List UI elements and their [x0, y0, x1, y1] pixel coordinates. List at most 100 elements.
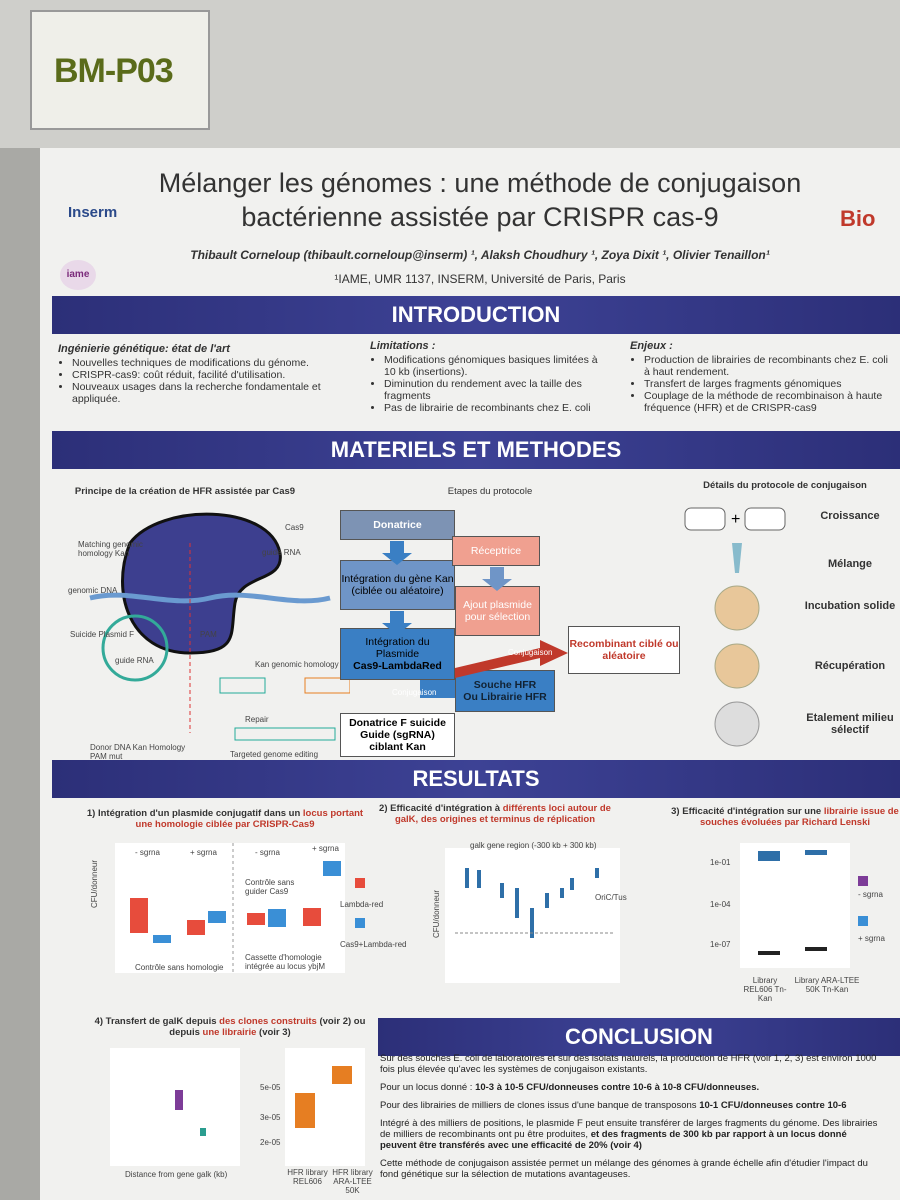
title-part: (voir 3): [256, 1027, 291, 1038]
diagram-label: Targeted genome editing: [230, 750, 319, 759]
result-title: 4) Transfert de galK depuis des clones c…: [85, 1016, 375, 1038]
conjugation-step: Etalement milieu sélectif: [806, 712, 894, 736]
flow-box: Ajout plasmide pour sélection: [455, 586, 540, 636]
flow-box: Donatrice: [340, 510, 455, 540]
flow-box: Intégration du gène Kan (ciblée ou aléat…: [340, 560, 455, 610]
x-tick-label: Library ARA-LTEE 50K Tn-Kan: [794, 976, 860, 994]
conclusion-segment: Cette méthode de conjugaison assistée pe…: [380, 1158, 868, 1180]
flow-text: Souche HFR: [473, 679, 537, 691]
section-banner: CONCLUSION: [378, 1018, 900, 1056]
title-part: librairie issue: [823, 806, 886, 817]
legend-label: - sgrna: [858, 890, 883, 899]
diagram-label: Cas9: [285, 523, 304, 532]
flow-box: Souche HFR Ou Librairie HFR: [455, 670, 555, 712]
intro-column: Limitations : Modifications génomiques ba…: [370, 340, 610, 414]
column-title: Enjeux :: [630, 340, 673, 352]
column-item: Transfert de larges fragments génomiques: [644, 378, 895, 390]
homology: [304, 677, 350, 694]
tube: [744, 507, 786, 531]
plot-bg: [740, 843, 850, 968]
plot-label: CFU/donneur: [90, 859, 99, 908]
logo-inserm: Inserm: [68, 204, 118, 221]
y-tick-label: 5e-05: [260, 1083, 281, 1092]
conjugation-step: Récupération: [814, 660, 886, 672]
plot-4: [110, 1048, 365, 1166]
diagram-label: genomic DNA: [68, 586, 118, 595]
petri-dishes: +: [684, 507, 786, 747]
conjugation-step: Mélange: [827, 558, 872, 570]
title-part: une librairie: [202, 1027, 257, 1038]
column-item: CRISPR-cas9: coût réduit, facilité d'uti…: [72, 369, 348, 381]
conclusion-segment: 10-1 CFU/donneuses contre 10-6: [699, 1100, 847, 1111]
pipette: [732, 543, 742, 573]
x-tick-label: Library REL606 Tn-Kan: [743, 976, 787, 1003]
title-part: 3) Efficacité d'intégration sur une: [671, 806, 824, 817]
section-banner: INTRODUCTION: [52, 296, 900, 334]
conclusion-paragraph: Pour des librairies de milliers de clone…: [380, 1100, 885, 1111]
conclusion-paragraph: Intégré à des milliers de positions, le …: [380, 1118, 885, 1151]
plot-label: galk gene region (-300 kb + 300 kb): [470, 841, 597, 850]
flow-box: Recombinant ciblé ou aléatoire: [568, 626, 680, 674]
title-line: bactérienne assistée par CRISPR cas-9: [241, 202, 719, 232]
title-part: locus portant: [302, 808, 364, 819]
cas9-shape: [121, 512, 282, 655]
diagram-label: Donor DNA Kan Homology PAM mut: [90, 743, 186, 761]
title-part: de souches évoluées par Richard Lenski: [699, 806, 899, 828]
arrow: [382, 611, 412, 635]
conclusion-segment: 10-3 à 10-5 CFU/donneuses contre 10-6 à …: [475, 1082, 760, 1093]
plot-2: [445, 848, 620, 983]
flow-box: Donatrice F suicide Guide (sgRNA) ciblan…: [340, 713, 455, 757]
intro-column: Enjeux : Production de librairies de reco…: [630, 340, 895, 414]
dish: [714, 643, 760, 689]
conclusion-paragraph: Cette méthode de conjugaison assistée pe…: [380, 1158, 885, 1180]
conclusion-text: Sur des souches E. coli de laboratoires …: [380, 1053, 885, 1187]
plot-label: Contrôle sans guider Cas9: [245, 878, 295, 896]
logo-iame: iame: [60, 260, 96, 290]
arrow: [455, 640, 568, 678]
homology: [219, 677, 266, 694]
legend-label: + sgrna: [858, 934, 885, 943]
column-item: Nouveaux usages dans la recherche fondam…: [72, 381, 348, 405]
plot-label: Cassette d'homologie intégrée au locus y…: [245, 953, 326, 971]
dish: [714, 701, 760, 747]
diagram-label: Repair: [245, 715, 269, 724]
flow-text: Intégration du: [365, 636, 430, 648]
box: [805, 947, 827, 951]
legend-swatch: [858, 876, 868, 886]
title-part: 4) Transfert de galK depuis: [94, 1016, 220, 1027]
flow-arrows: [382, 541, 568, 698]
intro-column: Ingénierie génétique: état de l'art Nouve…: [58, 343, 348, 405]
title-part: (voir 2) ou depuis: [169, 1016, 366, 1038]
x-axis-label: Distance from gene galk (kb): [125, 1170, 228, 1179]
x-tick-label: HFR library ARA-LTEE 50K: [332, 1168, 373, 1195]
box: [805, 850, 827, 855]
title-part: 1) Intégration d'un plasmide conjugatif …: [86, 808, 303, 819]
box: [130, 898, 148, 933]
plot-label: OriC/Tus: [595, 893, 627, 902]
y-tick-label: 1e-07: [710, 940, 731, 949]
arrow: [420, 680, 455, 698]
diagram-label: Kan genomic homology: [255, 660, 339, 669]
plot-1: [115, 843, 365, 973]
flow-text: ciblant Kan: [369, 741, 426, 753]
label-text: BM-P03: [54, 52, 174, 90]
flow-text: Ou Librairie HFR: [463, 691, 547, 703]
diagram-label: PAM: [200, 630, 217, 639]
box: [295, 1093, 315, 1128]
column-title: Limitations :: [370, 340, 436, 352]
plot-label: + sgrna: [190, 848, 217, 857]
title-part: une homologie ciblée par CRISPR-Cas9: [135, 819, 315, 830]
column-list: Nouvelles techniques de modifications du…: [58, 357, 348, 405]
x-tick-label: HFR library REL606: [287, 1168, 328, 1186]
box: [758, 851, 780, 861]
section-banner: MATERIELS ET METHODES: [52, 431, 900, 469]
column-item: Couplage de la méthode de recombinaison …: [644, 390, 895, 414]
y-tick-label: 1e-04: [710, 900, 731, 909]
box: [323, 861, 341, 876]
logo-bio: Bio: [840, 206, 876, 231]
result-title: 2) Efficacité d'intégration à différents…: [370, 803, 620, 825]
conjugation-step: Incubation solide: [804, 600, 896, 612]
tube: [684, 507, 726, 531]
panel-title: Etapes du protocole: [447, 486, 533, 497]
title-part: des clones construits: [219, 1016, 317, 1027]
